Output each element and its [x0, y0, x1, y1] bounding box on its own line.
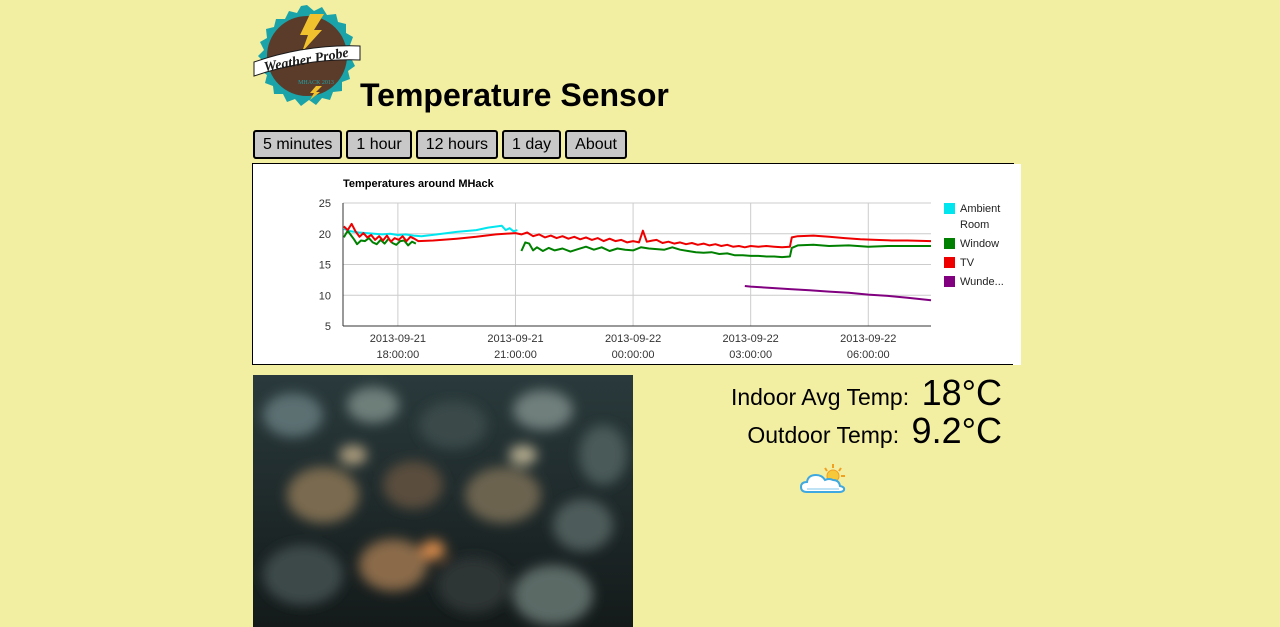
x-tick-time-label: 00:00:00	[612, 349, 655, 361]
legend-label-wunderground: Wunde...	[960, 276, 1004, 288]
y-tick-label: 5	[325, 321, 331, 333]
legend-label-room: Room	[960, 219, 989, 231]
range-1-hour-button[interactable]: 1 hour	[346, 130, 412, 159]
x-tick-date-label: 2013-09-21	[370, 333, 426, 345]
about-button[interactable]: About	[565, 130, 627, 159]
weather-probe-logo: Weather Probe MHACK 2013	[252, 4, 362, 110]
legend-swatch-window	[944, 238, 955, 249]
indoor-avg-temp-value: 18°C	[921, 372, 1002, 413]
legend-label-tv: TV	[960, 257, 975, 269]
logo-badge-icon: Weather Probe MHACK 2013	[253, 5, 361, 106]
temperature-chart-svg: Temperatures around MHack 5 10 15 20 25 2013-…	[319, 164, 1021, 365]
series-line-tv	[343, 222, 932, 249]
partly-cloudy-icon	[799, 462, 849, 494]
series-line-window	[520, 241, 931, 259]
time-range-nav: 5 minutes 1 hour 12 hours 1 day About	[253, 130, 627, 159]
legend-swatch-tv	[944, 257, 955, 268]
chart-legend: Ambient Room Window TV Wunde...	[944, 203, 1004, 288]
series-line-ambient-room	[343, 224, 518, 238]
x-tick-date-label: 2013-09-22	[840, 333, 896, 345]
x-tick-date-label: 2013-09-22	[723, 333, 779, 345]
y-tick-label: 10	[319, 290, 331, 302]
x-tick-time-label: 18:00:00	[376, 349, 419, 361]
crowd-photo-icon	[253, 375, 633, 627]
range-5-minutes-button[interactable]: 5 minutes	[253, 130, 343, 159]
range-1-day-button[interactable]: 1 day	[502, 130, 562, 159]
legend-swatch-ambient-room	[944, 203, 955, 214]
outdoor-temp-label: Outdoor Temp:	[747, 422, 900, 448]
range-12-hours-button[interactable]: 12 hours	[415, 130, 499, 159]
x-tick-time-label: 03:00:00	[729, 349, 772, 361]
x-tick-date-label: 2013-09-21	[487, 333, 543, 345]
page-title: Temperature Sensor	[360, 77, 669, 113]
y-tick-label: 15	[319, 260, 331, 272]
legend-label-ambient: Ambient	[960, 203, 1000, 215]
logo-subtitle: MHACK 2013	[298, 80, 334, 86]
x-tick-time-label: 06:00:00	[847, 349, 890, 361]
indoor-avg-temp-label: Indoor Avg Temp:	[730, 384, 910, 410]
series-line-wunderground	[744, 285, 932, 302]
series-line-window	[342, 229, 417, 247]
temperature-readings: Indoor Avg Temp: 18°C Outdoor Temp: 9.2°…	[731, 372, 1002, 452]
x-tick-date-label: 2013-09-22	[605, 333, 661, 345]
webcam-feed-image	[253, 375, 633, 627]
legend-label-window: Window	[960, 238, 999, 250]
y-tick-label: 20	[319, 229, 331, 241]
temperature-chart: Temperatures around MHack 5 10 15 20 25 2013-…	[252, 163, 1021, 365]
x-tick-time-label: 21:00:00	[494, 349, 537, 361]
outdoor-reading: Outdoor Temp: 9.2°C	[731, 410, 1002, 452]
indoor-reading: Indoor Avg Temp: 18°C	[731, 372, 1002, 414]
legend-swatch-wunderground	[944, 276, 955, 287]
y-tick-label: 25	[319, 198, 331, 210]
chart-title: Temperatures around MHack	[343, 178, 495, 190]
outdoor-temp-value: 9.2°C	[911, 410, 1002, 451]
